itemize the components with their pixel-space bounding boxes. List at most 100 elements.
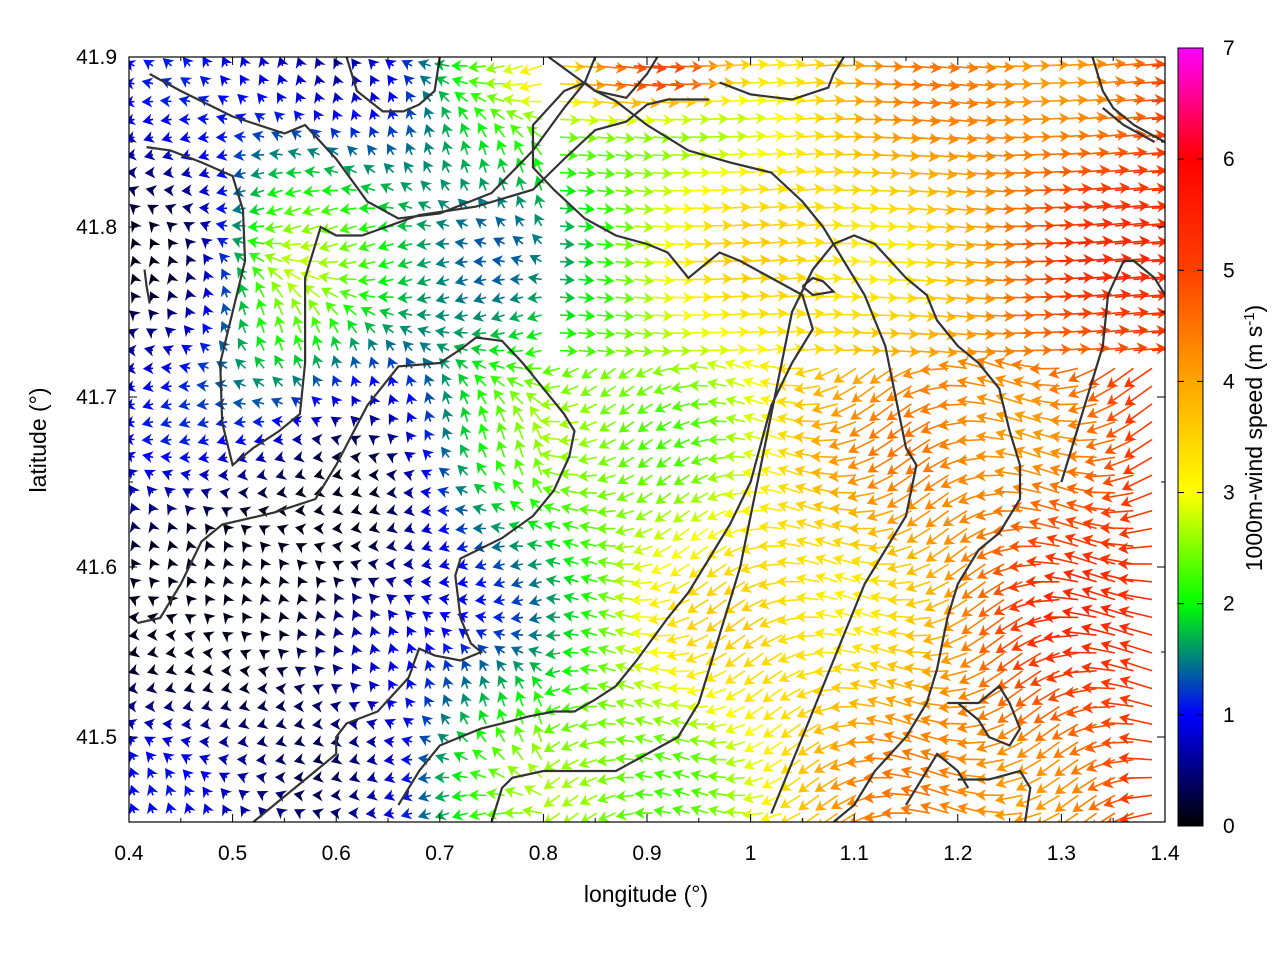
wind-arrow <box>400 807 413 820</box>
wind-arrow <box>360 307 376 318</box>
wind-arrow <box>350 415 363 428</box>
wind-arrow <box>145 681 158 694</box>
wind-arrow <box>726 148 748 161</box>
wind-arrow <box>967 221 996 234</box>
wind-arrow <box>615 771 634 784</box>
contour-line <box>137 336 576 822</box>
wind-arrow <box>776 556 801 569</box>
wind-arrow <box>887 593 912 606</box>
wind-arrow <box>742 376 764 389</box>
wind-arrow <box>1100 658 1134 672</box>
wind-arrow <box>561 776 579 789</box>
wind-arrow <box>297 628 308 641</box>
wind-arrow <box>707 753 727 766</box>
wind-arrow <box>996 652 1023 672</box>
wind-arrow <box>215 219 228 232</box>
wind-arrow <box>182 769 195 782</box>
wind-arrow <box>671 291 694 304</box>
wind-arrow <box>948 292 976 305</box>
wind-arrow <box>531 742 543 761</box>
wind-arrow <box>383 771 396 784</box>
wind-arrow <box>366 144 379 157</box>
wind-arrow <box>1099 537 1134 550</box>
wind-arrow <box>850 403 875 420</box>
wind-arrow <box>165 629 177 642</box>
wind-arrow <box>690 492 709 503</box>
wind-arrow <box>160 362 172 375</box>
wind-arrow <box>377 239 394 252</box>
colorbar-label-main: 1000m-wind speed (m s <box>1241 326 1267 571</box>
wind-arrow <box>800 129 825 142</box>
wind-arrow <box>948 239 976 252</box>
wind-arrow <box>614 524 635 537</box>
wind-arrow <box>929 79 961 92</box>
wind-arrow <box>742 808 764 821</box>
wind-arrow <box>417 790 431 802</box>
wind-arrow <box>744 723 764 736</box>
wind-arrow <box>387 660 400 673</box>
wind-arrow <box>350 109 363 122</box>
wind-arrow <box>849 679 875 692</box>
wind-arrow <box>455 359 469 371</box>
wind-arrow <box>1016 705 1042 725</box>
wind-arrow <box>349 435 362 447</box>
wind-arrow <box>597 810 616 822</box>
wind-arrow <box>985 274 1016 287</box>
wind-arrow <box>275 700 287 712</box>
wind-arrow <box>929 292 956 305</box>
wind-arrow <box>199 220 212 232</box>
wind-arrow <box>437 199 450 211</box>
wind-arrow <box>293 683 306 696</box>
wind-arrow <box>420 575 432 588</box>
wind-arrow <box>456 558 469 570</box>
wind-arrow <box>705 670 727 683</box>
wind-arrow <box>668 699 690 712</box>
wind-arrow <box>793 415 820 428</box>
wind-arrow <box>129 185 140 198</box>
wind-arrow <box>866 492 894 506</box>
wind-arrow <box>938 360 968 373</box>
wind-arrow <box>182 699 195 712</box>
wind-arrow <box>1100 717 1134 730</box>
wind-arrow <box>202 57 214 69</box>
wind-arrow <box>1035 794 1060 810</box>
wind-arrow <box>238 300 250 316</box>
wind-arrow <box>251 130 265 143</box>
x-tick-label: 1 <box>745 842 757 865</box>
wind-arrow <box>420 593 433 606</box>
wind-arrow <box>743 394 764 407</box>
wind-arrow <box>311 700 323 713</box>
wind-arrow <box>545 575 561 587</box>
wind-arrow <box>478 139 490 156</box>
wind-arrow <box>141 95 154 108</box>
wind-arrow <box>630 593 653 606</box>
wind-arrow <box>403 522 416 534</box>
wind-arrow <box>685 652 709 664</box>
wind-arrow <box>810 450 838 463</box>
wind-arrow <box>724 359 746 371</box>
wind-arrow <box>744 325 769 338</box>
wind-arrow <box>579 538 598 551</box>
wind-arrow <box>948 221 976 234</box>
wind-arrow <box>864 733 894 745</box>
wind-arrow <box>276 807 289 820</box>
wind-arrow <box>615 132 636 144</box>
wind-arrow <box>510 576 524 589</box>
wind-arrow <box>559 485 579 498</box>
wind-arrow <box>795 554 820 567</box>
wind-arrow <box>333 576 345 589</box>
wind-arrow <box>129 645 141 658</box>
wind-arrow <box>387 125 399 138</box>
wind-arrow <box>283 204 302 217</box>
wind-arrow <box>833 367 857 383</box>
wind-arrow <box>492 558 505 571</box>
wind-arrow <box>1065 516 1097 530</box>
y-tick-label: 41.7 <box>76 386 117 409</box>
wind-arrow <box>994 616 1023 635</box>
wind-arrow <box>1012 652 1042 670</box>
wind-arrow <box>366 789 379 801</box>
wind-arrow <box>512 660 525 673</box>
wind-arrow <box>615 185 635 198</box>
wind-arrow <box>258 57 270 69</box>
wind-arrow <box>578 756 598 769</box>
